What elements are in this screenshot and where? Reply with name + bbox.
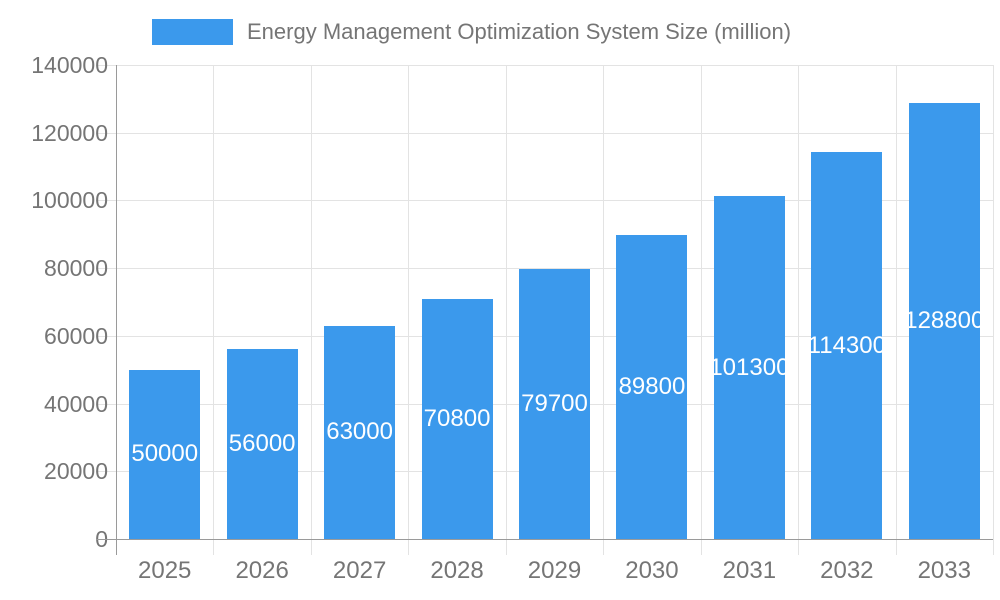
y-tick-label: 20000 [44, 458, 108, 485]
bar-2027[interactable]: 63000 [324, 325, 396, 539]
x-tick-label: 2027 [332, 557, 387, 584]
x-tick-label: 2025 [138, 557, 192, 584]
y-gridline [96, 132, 993, 134]
y-tick-label: 140000 [31, 52, 108, 78]
x-gridline [798, 65, 800, 555]
bar-value-label: 79700 [521, 390, 588, 418]
y-tick-label: 80000 [44, 255, 108, 282]
y-axis-line [116, 65, 117, 555]
y-tick-label: 60000 [44, 322, 108, 349]
x-gridline [700, 65, 702, 555]
x-tick-label: 2031 [722, 557, 777, 584]
bar-2029[interactable]: 79700 [519, 269, 590, 539]
x-tick-label: 2033 [917, 557, 971, 584]
legend-swatch [152, 19, 233, 45]
y-tick-label: 40000 [44, 390, 108, 417]
y-tick-label: 0 [95, 526, 108, 552]
x-gridline [408, 65, 410, 555]
bar-2028[interactable]: 70800 [421, 299, 493, 539]
x-tick-label: 2030 [625, 557, 679, 584]
x-tick-label: 2028 [430, 557, 484, 584]
bar-2026[interactable]: 56000 [226, 349, 298, 539]
bar-2031[interactable]: 101300 [709, 196, 789, 539]
bar-2030[interactable]: 89800 [616, 234, 688, 539]
bar-2032[interactable]: 114300 [808, 152, 886, 539]
x-gridline [993, 65, 994, 555]
bar-value-label: 101300 [709, 353, 790, 381]
bar-value-label: 128800 [904, 306, 985, 334]
bar-value-label: 50000 [131, 440, 199, 468]
bar-2033[interactable]: 128800 [904, 102, 984, 539]
x-tick-label: 2026 [235, 557, 289, 584]
y-gridline [96, 200, 993, 202]
x-gridline [310, 65, 312, 555]
x-gridline [895, 65, 897, 555]
bar-value-label: 89800 [618, 372, 686, 400]
y-tick-label: 100000 [31, 187, 108, 214]
y-gridline [96, 65, 993, 66]
x-tick-label: 2029 [527, 557, 582, 584]
bar-2025[interactable]: 50000 [129, 369, 201, 539]
x-gridline [603, 65, 605, 555]
x-axis-line [96, 539, 993, 540]
legend-label: Energy Management Optimization System Si… [247, 19, 792, 44]
bar-value-label: 70800 [423, 405, 491, 433]
x-gridline [505, 65, 507, 555]
y-gridline [96, 268, 993, 270]
bar-value-label: 63000 [326, 418, 393, 446]
y-tick-label: 120000 [31, 119, 108, 146]
x-tick-label: 2032 [820, 557, 874, 584]
legend[interactable]: Energy Management Optimization System Si… [152, 17, 791, 47]
bar-value-label: 114300 [807, 331, 886, 359]
bar-value-label: 56000 [228, 430, 296, 458]
x-gridline [213, 65, 215, 555]
plot-area: 50000 56000 63000 70800 79700 89800 101300 1143… [96, 65, 994, 555]
